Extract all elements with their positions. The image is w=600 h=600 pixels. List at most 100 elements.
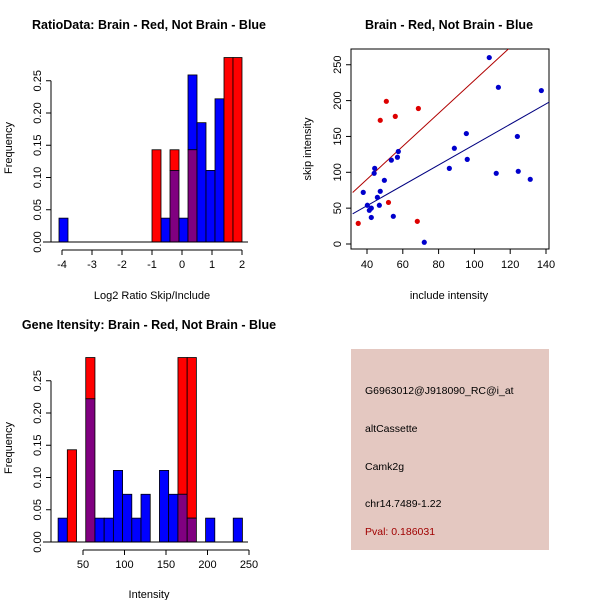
overlap-bar (85, 398, 96, 543)
not-brain-bar (178, 217, 189, 243)
overlap-bar (187, 149, 198, 243)
event-type: altCassette (365, 423, 418, 435)
y-tick-label: 0.25 (32, 70, 44, 91)
not-brain-point (527, 176, 533, 182)
x-tick-label: 250 (240, 559, 258, 571)
not-brain-bar (58, 217, 69, 243)
y-tick-label: 0.15 (32, 435, 44, 456)
x-tick-label: 120 (501, 259, 519, 271)
not-brain-point (464, 156, 470, 162)
not-brain-point (486, 54, 492, 61)
y-tick-label: 0 (332, 241, 344, 247)
probe-id: G6963012@J918090_RC@i_at (365, 385, 514, 397)
x-tick-label: 140 (537, 259, 555, 271)
y-tick-label: 100 (332, 163, 344, 181)
brain-bar (66, 449, 77, 543)
brain-point (355, 220, 361, 226)
y-tick-label: 0.05 (32, 499, 44, 520)
x-tick-label: 80 (432, 259, 444, 271)
not-brain-fit-line (352, 101, 549, 215)
not-brain-point (451, 145, 457, 151)
brain-point (392, 113, 398, 119)
brain-fit-line (352, 49, 510, 193)
y-tick-label: 0.20 (32, 402, 44, 423)
not-brain-point (514, 133, 520, 140)
scatter-ylabel: skip intensity (302, 117, 314, 180)
not-brain-point (371, 170, 377, 176)
y-tick-label: 0.25 (32, 370, 44, 391)
not-brain-bar (140, 493, 151, 543)
not-brain-bar (232, 517, 243, 543)
overlap-bar (169, 170, 180, 243)
gene-intensity-histogram: Gene Itensity: Brain - Red, Not Brain - … (3, 318, 276, 600)
intensity-scatter: Brain - Red, Not Brain - Blue include in… (302, 18, 555, 302)
brain-bar (169, 149, 180, 171)
not-brain-point (381, 177, 387, 183)
not-brain-bar (159, 470, 170, 543)
not-brain-point (394, 154, 401, 160)
y-tick-label: 0.10 (32, 167, 44, 188)
x-tick-label: 1 (209, 259, 215, 271)
y-tick-label: 200 (332, 91, 344, 109)
p-value: Pval: 0.186031 (365, 526, 436, 538)
x-tick-label: 0 (179, 259, 185, 271)
gene-histogram-ylabel: Frequency (3, 422, 15, 474)
brain-point (414, 218, 420, 224)
x-tick-label: 100 (115, 559, 133, 571)
brain-bar (85, 357, 96, 400)
not-brain-point (368, 214, 374, 221)
gene-histogram-title: Gene Itensity: Brain - Red, Not Brain - … (22, 318, 276, 332)
not-brain-point (446, 165, 452, 171)
not-brain-point (515, 168, 521, 174)
probe-info-panel: G6963012@J918090_RC@i_at altCassette Cam… (351, 349, 549, 550)
not-brain-point (377, 188, 383, 194)
gene-name: Camk2g (365, 461, 405, 473)
scatter-xlabel: include intensity (410, 290, 489, 302)
brain-point (383, 98, 389, 104)
not-brain-bar (94, 517, 105, 543)
not-brain-bar (214, 98, 225, 243)
not-brain-bar (187, 74, 198, 151)
x-tick-label: 40 (361, 259, 373, 271)
x-tick-label: -4 (57, 259, 67, 271)
not-brain-bar (103, 517, 114, 543)
not-brain-bar (122, 493, 133, 543)
x-tick-label: -2 (117, 259, 127, 271)
y-tick-label: 0.00 (32, 531, 44, 552)
brain-bar (223, 57, 234, 243)
genomic-location: chr14.7489-1.22 (365, 498, 442, 510)
brain-bar (151, 149, 162, 243)
not-brain-point (390, 213, 396, 219)
y-tick-label: 0.20 (32, 102, 44, 123)
x-tick-label: 50 (77, 559, 89, 571)
not-brain-bar (57, 517, 68, 543)
not-brain-point (360, 189, 366, 195)
not-brain-point (421, 239, 427, 245)
not-brain-bar (168, 493, 179, 543)
brain-point (415, 105, 421, 112)
not-brain-point (364, 202, 370, 208)
not-brain-point (388, 157, 394, 163)
x-tick-label: 2 (239, 259, 245, 271)
gene-histogram-xlabel: Intensity (129, 589, 170, 600)
not-brain-point (493, 170, 499, 176)
x-tick-label: 60 (397, 259, 409, 271)
y-tick-label: 0.15 (32, 135, 44, 156)
y-tick-label: 150 (332, 127, 344, 145)
ratio-histogram: RatioData: Brain - Red, Not Brain - Blue… (3, 18, 266, 302)
ratio-histogram-ylabel: Frequency (3, 122, 15, 174)
x-tick-label: 200 (198, 559, 216, 571)
not-brain-point (374, 194, 380, 200)
not-brain-point (368, 205, 374, 211)
not-brain-point (463, 130, 469, 137)
not-brain-bar (196, 122, 207, 243)
not-brain-point (376, 202, 382, 208)
y-tick-label: 0.05 (32, 199, 44, 220)
scatter-title: Brain - Red, Not Brain - Blue (365, 18, 533, 32)
brain-bar (186, 357, 197, 519)
y-tick-label: 0.00 (32, 231, 44, 252)
brain-bar (232, 57, 243, 243)
not-brain-bar (131, 517, 142, 543)
not-brain-bar (160, 217, 171, 243)
